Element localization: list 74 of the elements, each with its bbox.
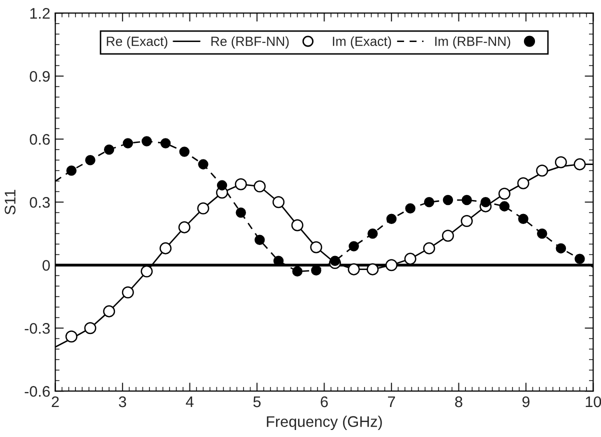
point: [536, 164, 548, 177]
x-tick-label: 8: [455, 396, 462, 408]
point: [311, 265, 322, 276]
y-tick-label: 0.6: [30, 134, 50, 145]
point: [348, 241, 359, 252]
legend-label: Re (RBF-NN): [211, 36, 289, 49]
point: [574, 158, 586, 170]
y-tick-label: 0.3: [30, 196, 50, 208]
point: [536, 228, 548, 239]
point: [442, 230, 454, 242]
legend-label: Re (Exact): [106, 36, 168, 49]
point: [404, 252, 416, 265]
point: [292, 266, 302, 277]
point: [254, 234, 265, 246]
point: [198, 159, 208, 170]
point: [216, 180, 228, 190]
point: [66, 165, 77, 176]
point: [142, 136, 152, 146]
x-tick-label: 5: [253, 396, 261, 408]
legend-label: Im (Exact): [332, 36, 392, 49]
point: [179, 146, 190, 157]
y-tick-label: 0.9: [30, 70, 50, 82]
point: [518, 214, 528, 224]
point: [122, 286, 134, 298]
point: [385, 259, 398, 272]
x-tick-label: 3: [118, 396, 126, 408]
point: [462, 194, 472, 206]
point: [517, 177, 530, 190]
point: [160, 138, 171, 148]
point: [405, 203, 416, 214]
point: [366, 263, 379, 276]
legend-label: Im (RBF-NN): [435, 36, 510, 49]
point: [556, 243, 566, 254]
y-tick-label: -0.6: [24, 386, 50, 397]
y-tick-label: -0.3: [24, 322, 50, 334]
point: [554, 156, 567, 168]
point: [368, 228, 378, 239]
point: [160, 242, 172, 254]
point: [442, 194, 454, 206]
x-tick-label: 10: [586, 396, 601, 408]
point: [122, 138, 134, 148]
point: [291, 219, 304, 232]
point: [104, 144, 114, 155]
point: [84, 322, 96, 334]
point: [272, 196, 285, 208]
point: [140, 265, 153, 278]
point: [460, 215, 473, 228]
point: [574, 254, 585, 264]
point: [234, 178, 247, 190]
point: [178, 221, 190, 234]
point: [348, 263, 360, 276]
point: [85, 154, 96, 166]
point: [103, 305, 116, 318]
point: [386, 214, 397, 224]
point: [65, 330, 78, 343]
point: [310, 241, 322, 254]
x-axis-title: Frequency (GHz): [266, 416, 382, 430]
point: [423, 242, 436, 254]
x-tick-label: 2: [52, 396, 59, 408]
y-tick-label: 1.2: [30, 8, 50, 19]
x-tick-label: 4: [186, 396, 194, 408]
point: [499, 201, 510, 212]
x-tick-label: 7: [388, 396, 395, 408]
point: [424, 196, 434, 208]
point: [254, 180, 266, 192]
point: [480, 196, 491, 208]
y-axis-title: S11: [4, 190, 16, 214]
point: [197, 202, 210, 214]
x-tick-label: 9: [522, 396, 530, 408]
y-tick-label: 0: [42, 260, 50, 271]
point: [236, 207, 246, 218]
x-tick-label: 6: [320, 396, 328, 408]
point: [330, 256, 340, 266]
point: [498, 188, 510, 200]
